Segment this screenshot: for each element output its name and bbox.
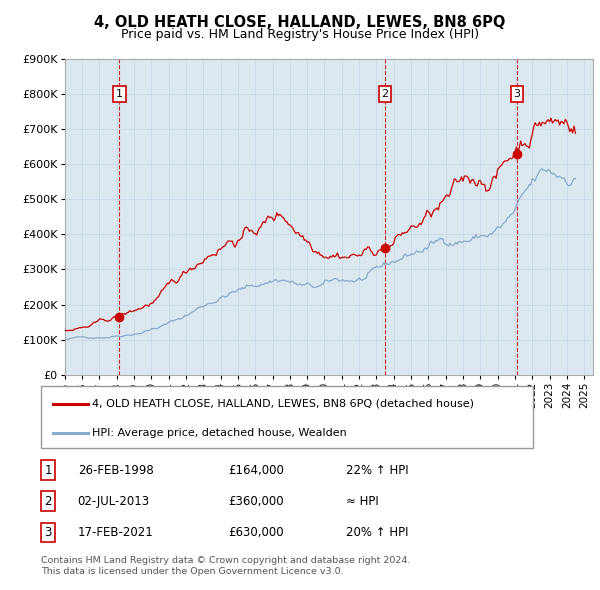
Text: 22% ↑ HPI: 22% ↑ HPI	[346, 464, 409, 477]
Text: ≈ HPI: ≈ HPI	[346, 494, 379, 508]
Text: £360,000: £360,000	[228, 494, 283, 508]
Text: 4, OLD HEATH CLOSE, HALLAND, LEWES, BN8 6PQ: 4, OLD HEATH CLOSE, HALLAND, LEWES, BN8 …	[94, 15, 506, 30]
Text: 02-JUL-2013: 02-JUL-2013	[77, 494, 150, 508]
Text: 17-FEB-2021: 17-FEB-2021	[77, 526, 154, 539]
Text: Price paid vs. HM Land Registry's House Price Index (HPI): Price paid vs. HM Land Registry's House …	[121, 28, 479, 41]
Text: 2: 2	[382, 89, 389, 99]
Text: 3: 3	[44, 526, 52, 539]
Text: 1: 1	[44, 464, 52, 477]
Text: 26-FEB-1998: 26-FEB-1998	[77, 464, 154, 477]
FancyBboxPatch shape	[41, 386, 533, 448]
Text: £164,000: £164,000	[228, 464, 284, 477]
Text: 20% ↑ HPI: 20% ↑ HPI	[346, 526, 409, 539]
Text: 3: 3	[514, 89, 520, 99]
Text: £630,000: £630,000	[228, 526, 283, 539]
Text: Contains HM Land Registry data © Crown copyright and database right 2024.
This d: Contains HM Land Registry data © Crown c…	[41, 556, 410, 576]
Text: HPI: Average price, detached house, Wealden: HPI: Average price, detached house, Weal…	[92, 428, 347, 438]
Text: 1: 1	[116, 89, 123, 99]
Text: 4, OLD HEATH CLOSE, HALLAND, LEWES, BN8 6PQ (detached house): 4, OLD HEATH CLOSE, HALLAND, LEWES, BN8 …	[92, 399, 475, 409]
Text: 2: 2	[44, 494, 52, 508]
